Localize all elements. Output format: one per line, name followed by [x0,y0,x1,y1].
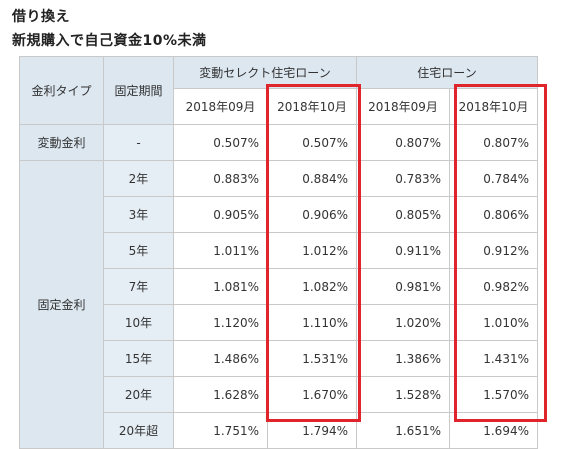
rate-cell: 0.884% [267,160,357,197]
rate-cell: 1.386% [356,340,450,377]
rate-cell: 1.694% [449,412,538,449]
rate-cell: 0.905% [173,196,268,233]
rate-cell: 0.805% [356,196,450,233]
rate-cell: 0.883% [173,160,268,197]
rate-cell: 0.783% [356,160,450,197]
rate-cell: 1.011% [173,232,268,269]
rate-type-fixed: 固定金利 [19,160,104,449]
rate-cell: 0.807% [449,124,538,161]
header-group-b: 住宅ローン [356,56,538,89]
table-row: 15年 1.486% 1.531% 1.386% 1.431% [20,340,538,377]
rate-cell: 1.531% [267,340,357,377]
rate-cell: 0.507% [173,124,268,161]
rate-cell: 1.431% [449,340,538,377]
header-month: 2018年10月 [449,88,538,125]
rate-cell: 0.784% [449,160,538,197]
rate-type-variable: 変動金利 [19,124,104,161]
rate-cell: 1.528% [356,376,450,413]
rate-cell: 0.912% [449,232,538,269]
rate-cell: 1.010% [449,304,538,341]
heading-line2: 新規購入で自己資金10%未満 [12,33,207,49]
period-cell: 3年 [103,196,174,233]
rate-cell: 1.020% [356,304,450,341]
rate-cell: 1.486% [173,340,268,377]
period-cell: 15年 [103,340,174,377]
table-row: 3年 0.905% 0.906% 0.805% 0.806% [20,196,538,233]
period-cell: 2年 [103,160,174,197]
rate-cell: 0.982% [449,268,538,305]
rate-cell: 0.906% [267,196,357,233]
rate-cell: 1.110% [267,304,357,341]
rate-cell: 1.120% [173,304,268,341]
rate-cell: 1.651% [356,412,450,449]
table-row: 10年 1.120% 1.110% 1.020% 1.010% [20,304,538,341]
rate-cell: 1.081% [173,268,268,305]
header-rate-type: 金利タイプ [19,56,104,125]
rate-cell: 1.670% [267,376,357,413]
header-month: 2018年09月 [356,88,450,125]
period-cell: 20年 [103,376,174,413]
table-row: 5年 1.011% 1.012% 0.911% 0.912% [20,232,538,269]
rate-cell: 1.751% [173,412,268,449]
rate-cell: 1.082% [267,268,357,305]
rate-table: 金利タイプ 固定期間 変動セレクト住宅ローン 住宅ローン 2018年09月 20… [19,56,538,449]
rate-cell: 1.628% [173,376,268,413]
table-row: 7年 1.081% 1.082% 0.981% 0.982% [20,268,538,305]
header-period: 固定期間 [103,56,174,125]
table-row: 20年 1.628% 1.670% 1.528% 1.570% [20,376,538,413]
period-cell: 10年 [103,304,174,341]
rate-cell: 1.570% [449,376,538,413]
rate-cell: 1.794% [267,412,357,449]
rate-cell: 0.981% [356,268,450,305]
period-cell: 5年 [103,232,174,269]
table-row: 固定金利 2年 0.883% 0.884% 0.783% 0.784% [19,160,538,449]
period-cell: 7年 [103,268,174,305]
rate-cell: 0.806% [449,196,538,233]
period-cell: 20年超 [103,412,174,449]
header-month: 2018年10月 [267,88,357,125]
rate-cell: 0.507% [267,124,357,161]
period-cell: - [103,124,174,161]
header-group-a: 変動セレクト住宅ローン [173,56,357,89]
rate-cell: 0.807% [356,124,450,161]
heading-line1: 借り換え [12,9,70,25]
rate-cell: 0.911% [356,232,450,269]
rate-cell: 1.012% [267,232,357,269]
header-month: 2018年09月 [173,88,268,125]
